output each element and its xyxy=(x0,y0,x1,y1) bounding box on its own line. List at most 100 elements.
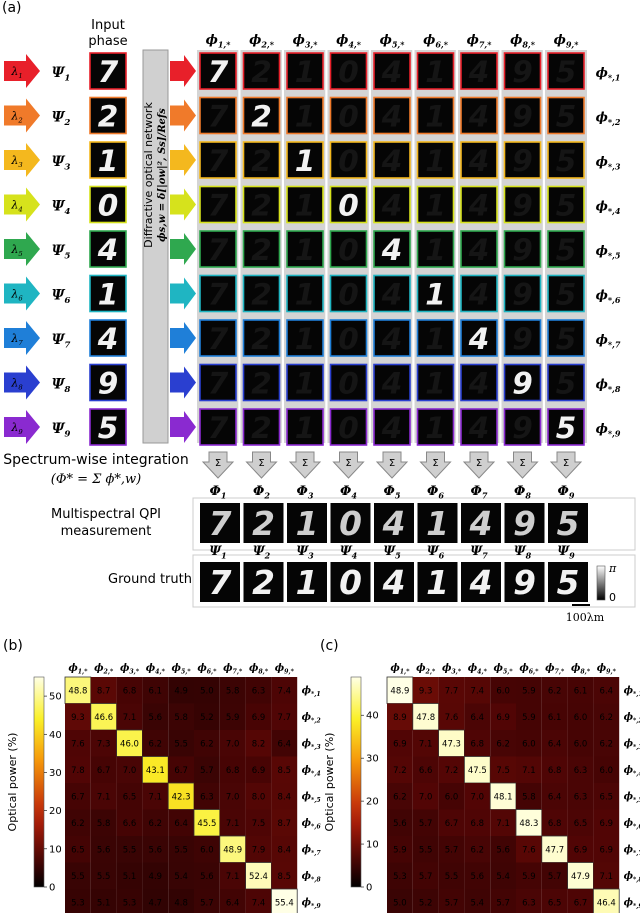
output-cell xyxy=(503,52,542,90)
heatmap-row-label: ϕ*,9 xyxy=(302,897,322,910)
output-cell xyxy=(199,185,237,224)
output-cell-digit: 9 xyxy=(512,411,533,445)
heatmap-value: 5.4 xyxy=(496,872,510,882)
heatmap-value: 5.5 xyxy=(123,845,137,855)
output-cell xyxy=(416,230,455,268)
output-cell-digit: 1 xyxy=(295,366,316,400)
output-cell-digit: 4 xyxy=(468,188,490,222)
ground-truth-image xyxy=(200,562,240,602)
heatmap-value: 6.0 xyxy=(200,845,214,855)
heatmap-value: 7.1 xyxy=(97,792,111,802)
heatmap-value: 6.0 xyxy=(574,739,588,749)
input-phase-image xyxy=(89,230,127,268)
heatmap-value: 6.0 xyxy=(600,766,614,776)
wavelength-arrow xyxy=(4,365,40,400)
network-formula: ϕs,w = δ[|ow|², Ss]/Refs xyxy=(157,108,168,242)
output-cell-digit: 0 xyxy=(338,366,359,400)
heatmap-value: 8.7 xyxy=(97,686,111,696)
output-cell-digit: 5 xyxy=(556,366,577,400)
phase-min: 0 xyxy=(609,591,616,604)
input-digit: 4 xyxy=(97,322,119,356)
input-digit: 1 xyxy=(98,144,119,178)
output-cell-digit: 2 xyxy=(251,233,272,267)
heatmap-value: 5.5 xyxy=(71,872,85,882)
output-cell xyxy=(547,96,585,135)
heatmap-value: 7.4 xyxy=(252,898,266,908)
ground-truth-image xyxy=(330,562,371,602)
measurement-image xyxy=(374,503,414,543)
heatmap-cell xyxy=(541,730,568,757)
heatmap-value: 6.6 xyxy=(419,766,433,776)
output-cell xyxy=(416,141,455,179)
heatmap-value: 7.1 xyxy=(123,713,137,723)
output-cell xyxy=(460,185,498,224)
heatmap-value: 6.1 xyxy=(574,686,588,696)
output-cell-digit: 1 xyxy=(295,322,316,356)
heatmap-value: 46.6 xyxy=(94,713,113,723)
output-cell xyxy=(460,96,498,135)
heatmap-column-label: ϕ1,* xyxy=(68,663,88,676)
heatmap-value: 7.1 xyxy=(600,872,614,882)
output-cell xyxy=(199,363,237,402)
heatmap-row-label: ϕ*,5 xyxy=(302,791,321,804)
integration-arrow xyxy=(375,451,409,479)
input-psi-label: Ψ9 xyxy=(52,421,71,440)
heatmap-value: 5.7 xyxy=(445,898,459,908)
output-cell-digit: 9 xyxy=(512,55,533,89)
heatmap-value: 48.1 xyxy=(494,792,513,802)
output-cell xyxy=(460,408,498,446)
output-cell xyxy=(242,141,281,179)
heatmap-row-label: ϕ*,6 xyxy=(302,818,322,831)
colorbar-tick-label: 10 xyxy=(49,844,62,855)
heatmap-cell xyxy=(219,783,246,810)
output-cell xyxy=(199,141,237,179)
network-output-arrow xyxy=(170,144,196,176)
heatmap-row-label: ϕ*,8 xyxy=(624,871,640,884)
measurement-label-line1: Multispectral QPI xyxy=(51,507,161,522)
ground-truth-image xyxy=(548,562,588,602)
heatmap-value: 7.1 xyxy=(496,819,510,829)
heatmap-value: 6.2 xyxy=(600,739,614,749)
heatmap-value: 7.1 xyxy=(419,739,433,749)
heatmap-cell xyxy=(65,703,91,730)
heatmap-value: 6.3 xyxy=(574,792,588,802)
output-cell xyxy=(329,230,368,268)
heatmap-row-label: ϕ*,5 xyxy=(624,791,640,804)
output-cell-digit: 4 xyxy=(468,366,490,400)
heatmap-cell xyxy=(271,783,298,810)
output-cell-digit: 0 xyxy=(338,144,359,178)
output-cell-digit: 4 xyxy=(381,366,403,400)
heatmap-value: 5.7 xyxy=(419,872,433,882)
heatmap-cell xyxy=(412,756,439,783)
heatmap-cell xyxy=(464,783,491,810)
heatmap-value: 5.7 xyxy=(445,845,459,855)
wavelength-label: λ9 xyxy=(10,421,23,436)
output-cell xyxy=(242,96,281,135)
heatmap-column-label: ϕ3,* xyxy=(442,663,462,676)
sum-symbol: Σ xyxy=(389,458,395,469)
output-row-label: ϕ*,5 xyxy=(596,244,621,260)
heatmap-value: 5.7 xyxy=(200,898,214,908)
ground-truth-image xyxy=(417,562,458,602)
heatmap-row-label: ϕ*,8 xyxy=(302,871,322,884)
heatmap-value: 7.8 xyxy=(71,766,85,776)
heatmap-cell xyxy=(271,677,298,704)
measurement-digit: 4 xyxy=(469,505,493,543)
heatmap-value: 47.8 xyxy=(416,713,435,723)
output-cell-digit: 0 xyxy=(338,99,359,133)
output-cell xyxy=(286,363,324,402)
heatmap-value: 7.6 xyxy=(71,739,85,749)
heatmap-cell xyxy=(490,862,516,889)
output-cell xyxy=(416,96,455,135)
heatmap-cell xyxy=(142,730,169,757)
output-cell-digit: 7 xyxy=(208,233,229,267)
heatmap-value: 6.0 xyxy=(445,792,459,802)
heatmap-value: 48.8 xyxy=(68,686,87,696)
heatmap-value: 45.5 xyxy=(197,819,216,829)
network-output-arrow xyxy=(170,366,196,399)
heatmap-value: 5.6 xyxy=(97,845,111,855)
heatmap-cell xyxy=(65,889,91,913)
heatmap-value: 7.0 xyxy=(226,792,240,802)
heatmap-value: 5.8 xyxy=(174,713,188,723)
heatmap-cell xyxy=(464,677,491,704)
